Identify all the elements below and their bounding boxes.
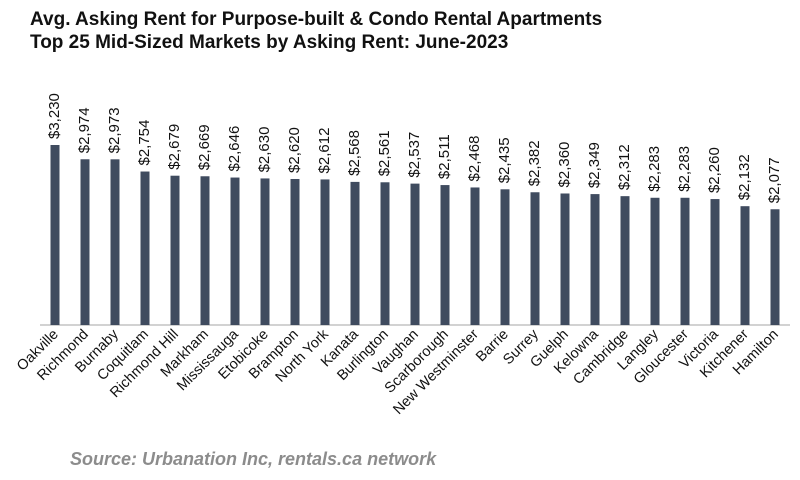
data-label: $2,973 <box>106 107 123 153</box>
bar <box>470 187 480 325</box>
chart-title: Avg. Asking Rent for Purpose-built & Con… <box>30 8 602 54</box>
data-label: $2,283 <box>646 146 663 192</box>
bar <box>770 209 780 325</box>
bar <box>200 176 210 325</box>
bar <box>590 194 600 325</box>
bar <box>740 206 750 325</box>
data-label: $2,283 <box>676 146 693 192</box>
data-label: $2,077 <box>766 157 783 203</box>
data-label: $2,646 <box>226 126 243 172</box>
data-label: $2,435 <box>496 137 513 183</box>
data-label: $2,679 <box>166 124 183 170</box>
bar <box>230 177 240 325</box>
data-label: $2,561 <box>376 130 393 176</box>
data-label: $2,468 <box>466 136 483 182</box>
data-label: $2,974 <box>76 107 93 153</box>
bar <box>260 178 270 325</box>
data-label: $2,360 <box>556 142 573 188</box>
data-label: $2,620 <box>286 127 303 173</box>
bar <box>80 159 90 325</box>
bar <box>710 199 720 325</box>
bar <box>680 197 690 325</box>
bar <box>620 196 630 325</box>
data-label: $2,511 <box>436 134 453 179</box>
bar <box>290 178 300 325</box>
bar <box>380 182 390 325</box>
data-label: $2,612 <box>316 128 333 174</box>
bar <box>110 159 120 325</box>
data-label: $2,537 <box>406 132 423 178</box>
bar <box>320 179 330 325</box>
data-label: $2,669 <box>196 124 213 170</box>
bar <box>530 192 540 325</box>
data-label: $3,230 <box>46 93 63 139</box>
data-label: $2,312 <box>616 144 633 190</box>
data-label: $2,132 <box>736 154 753 200</box>
bar <box>50 145 60 325</box>
bar <box>650 197 660 325</box>
bar <box>170 175 180 325</box>
data-label: $2,568 <box>346 130 363 176</box>
bar <box>500 189 510 325</box>
chart-title-line-1: Avg. Asking Rent for Purpose-built & Con… <box>30 9 603 30</box>
bar <box>440 185 450 325</box>
data-label: $2,260 <box>706 147 723 193</box>
chart-title-line-2: Top 25 Mid-Sized Markets by Asking Rent:… <box>30 32 509 53</box>
data-label: $2,349 <box>586 142 603 188</box>
bar <box>350 181 360 325</box>
source-note: Source: Urbanation Inc, rentals.ca netwo… <box>70 449 437 469</box>
bar <box>140 171 150 325</box>
data-label: $2,382 <box>526 140 543 186</box>
data-label: $2,630 <box>256 127 273 173</box>
data-label: $2,754 <box>136 120 153 166</box>
bar <box>410 183 420 325</box>
bar <box>560 193 570 325</box>
